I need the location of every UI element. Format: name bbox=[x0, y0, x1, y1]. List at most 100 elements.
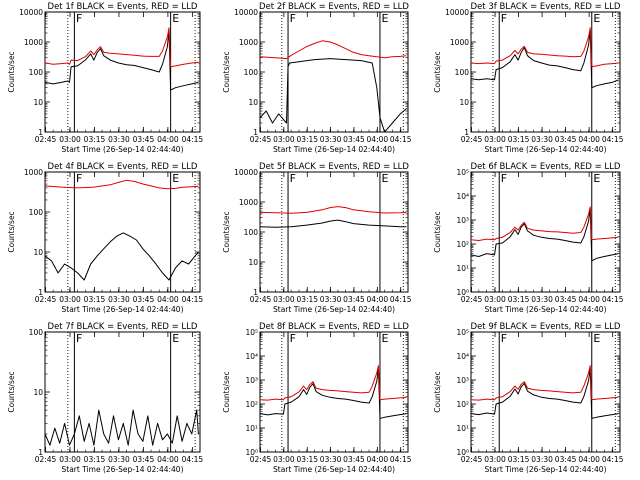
x-tick-label: 03:45 bbox=[343, 135, 365, 144]
x-tick-label: 03:45 bbox=[555, 455, 577, 464]
x-tick-label: 03:15 bbox=[508, 295, 530, 304]
event-rate-line bbox=[259, 58, 407, 133]
y-tick-label: 1000 bbox=[24, 168, 43, 177]
panel-title: Det 5f BLACK = Events, RED = LLD bbox=[259, 162, 409, 172]
x-tick-label: 04:00 bbox=[157, 135, 179, 144]
interval-marker-label: E bbox=[172, 172, 179, 185]
y-tick-label: 10000 bbox=[19, 8, 43, 17]
y-tick-label: 100 bbox=[244, 68, 259, 77]
y-tick-label: 1 bbox=[253, 128, 258, 137]
y-tick-label: 10⁵ bbox=[456, 328, 469, 337]
x-tick-label: 04:15 bbox=[390, 135, 412, 144]
y-axis-label: Counts/sec bbox=[222, 371, 231, 412]
event-rate-line bbox=[259, 219, 407, 228]
x-tick-label: 03:30 bbox=[320, 135, 342, 144]
axes-frame bbox=[259, 331, 409, 453]
x-tick-label: 04:00 bbox=[578, 295, 600, 304]
x-tick-label: 02:45 bbox=[250, 295, 272, 304]
lld-rate-line bbox=[44, 27, 199, 68]
x-tick-label: 04:00 bbox=[578, 455, 600, 464]
x-tick-label: 04:15 bbox=[390, 295, 412, 304]
x-tick-label: 03:00 bbox=[273, 135, 295, 144]
x-tick-label: 02:45 bbox=[250, 455, 272, 464]
interval-marker-label: E bbox=[593, 172, 600, 185]
event-rate-line bbox=[44, 409, 199, 446]
lld-rate-line bbox=[470, 365, 619, 401]
detector-panel-5: Det 5f BLACK = Events, RED = LLD 1 10 100 10… bbox=[222, 162, 412, 314]
y-tick-label: 100 bbox=[29, 68, 44, 77]
x-tick-label: 03:00 bbox=[273, 455, 295, 464]
x-tick-label: 03:15 bbox=[296, 135, 318, 144]
x-axis-label: Start Time (26-Sep-14 02:44:40) bbox=[485, 145, 607, 154]
x-tick-label: 03:15 bbox=[84, 455, 106, 464]
detector-panel-7: Det 7f BLACK = Events, RED = LLD 1 10 100 02… bbox=[7, 322, 203, 474]
x-axis-label: Start Time (26-Sep-14 02:44:40) bbox=[62, 465, 184, 474]
y-tick-label: 100 bbox=[29, 208, 44, 217]
y-tick-label: 1000 bbox=[24, 38, 43, 47]
y-tick-label: 1000 bbox=[450, 38, 469, 47]
x-tick-label: 03:00 bbox=[484, 455, 506, 464]
interval-marker-label: F bbox=[290, 332, 296, 345]
y-tick-label: 10⁴ bbox=[245, 352, 258, 361]
interval-marker-label: F bbox=[501, 172, 507, 185]
detector-panel-6: Det 6f BLACK = Events, RED = LLD 10⁰ 10¹ 10… bbox=[433, 162, 624, 314]
y-tick-label: 10000 bbox=[234, 168, 258, 177]
y-axis-label: Counts/sec bbox=[222, 51, 231, 92]
y-tick-label: 10 bbox=[33, 248, 43, 257]
x-tick-label: 02:45 bbox=[35, 295, 57, 304]
y-axis-label: Counts/sec bbox=[222, 211, 231, 252]
x-tick-label: 03:00 bbox=[59, 135, 81, 144]
y-tick-label: 1000 bbox=[239, 198, 258, 207]
interval-marker-label: F bbox=[501, 12, 507, 25]
y-axis-label: Counts/sec bbox=[433, 371, 442, 412]
x-tick-label: 03:15 bbox=[508, 135, 530, 144]
lld-rate-line bbox=[470, 206, 619, 241]
axes-frame bbox=[470, 171, 621, 293]
x-tick-label: 04:00 bbox=[157, 295, 179, 304]
x-tick-label: 03:45 bbox=[133, 295, 155, 304]
interval-marker-label: E bbox=[593, 12, 600, 25]
interval-marker-label: E bbox=[382, 332, 389, 345]
x-tick-label: 03:30 bbox=[531, 135, 553, 144]
event-rate-line bbox=[44, 232, 199, 281]
y-tick-label: 10¹ bbox=[456, 264, 469, 273]
panel-title: Det 1f BLACK = Events, RED = LLD bbox=[48, 2, 198, 12]
event-rate-line bbox=[259, 368, 407, 419]
x-tick-label: 04:00 bbox=[578, 135, 600, 144]
y-tick-label: 1000 bbox=[239, 38, 258, 47]
detector-panel-4: Det 4f BLACK = Events, RED = LLD 1 10 100 10… bbox=[7, 162, 203, 314]
y-tick-label: 10⁰ bbox=[456, 288, 469, 297]
y-tick-label: 10³ bbox=[456, 216, 469, 225]
y-tick-label: 10³ bbox=[245, 376, 258, 385]
y-tick-label: 10 bbox=[248, 98, 258, 107]
x-tick-label: 03:15 bbox=[296, 455, 318, 464]
y-tick-label: 10000 bbox=[234, 8, 258, 17]
x-tick-label: 03:45 bbox=[133, 455, 155, 464]
y-tick-label: 10000 bbox=[445, 8, 469, 17]
panel-title: Det 6f BLACK = Events, RED = LLD bbox=[471, 162, 621, 172]
lld-rate-line bbox=[259, 206, 407, 214]
interval-marker-label: F bbox=[76, 172, 82, 185]
interval-marker-label: E bbox=[382, 12, 389, 25]
event-rate-line bbox=[470, 208, 619, 262]
x-tick-label: 03:00 bbox=[484, 295, 506, 304]
x-tick-label: 03:30 bbox=[531, 295, 553, 304]
detector-panel-8: Det 8f BLACK = Events, RED = LLD 10⁰ 10¹ 10… bbox=[222, 322, 412, 474]
interval-marker-label: E bbox=[172, 12, 179, 25]
x-tick-label: 04:00 bbox=[157, 455, 179, 464]
y-tick-label: 10 bbox=[33, 388, 43, 397]
y-tick-label: 1 bbox=[38, 128, 43, 137]
x-axis-label: Start Time (26-Sep-14 02:44:40) bbox=[273, 305, 395, 314]
x-tick-label: 02:45 bbox=[461, 455, 483, 464]
y-tick-label: 10⁰ bbox=[245, 448, 258, 457]
y-tick-label: 10⁵ bbox=[245, 328, 258, 337]
lld-rate-line bbox=[44, 179, 199, 190]
x-tick-label: 04:15 bbox=[602, 455, 624, 464]
x-tick-label: 04:15 bbox=[602, 135, 624, 144]
y-axis-label: Counts/sec bbox=[433, 51, 442, 92]
y-tick-label: 10¹ bbox=[245, 424, 258, 433]
lld-rate-line bbox=[259, 40, 407, 60]
interval-marker-label: E bbox=[382, 172, 389, 185]
x-tick-label: 03:45 bbox=[133, 135, 155, 144]
